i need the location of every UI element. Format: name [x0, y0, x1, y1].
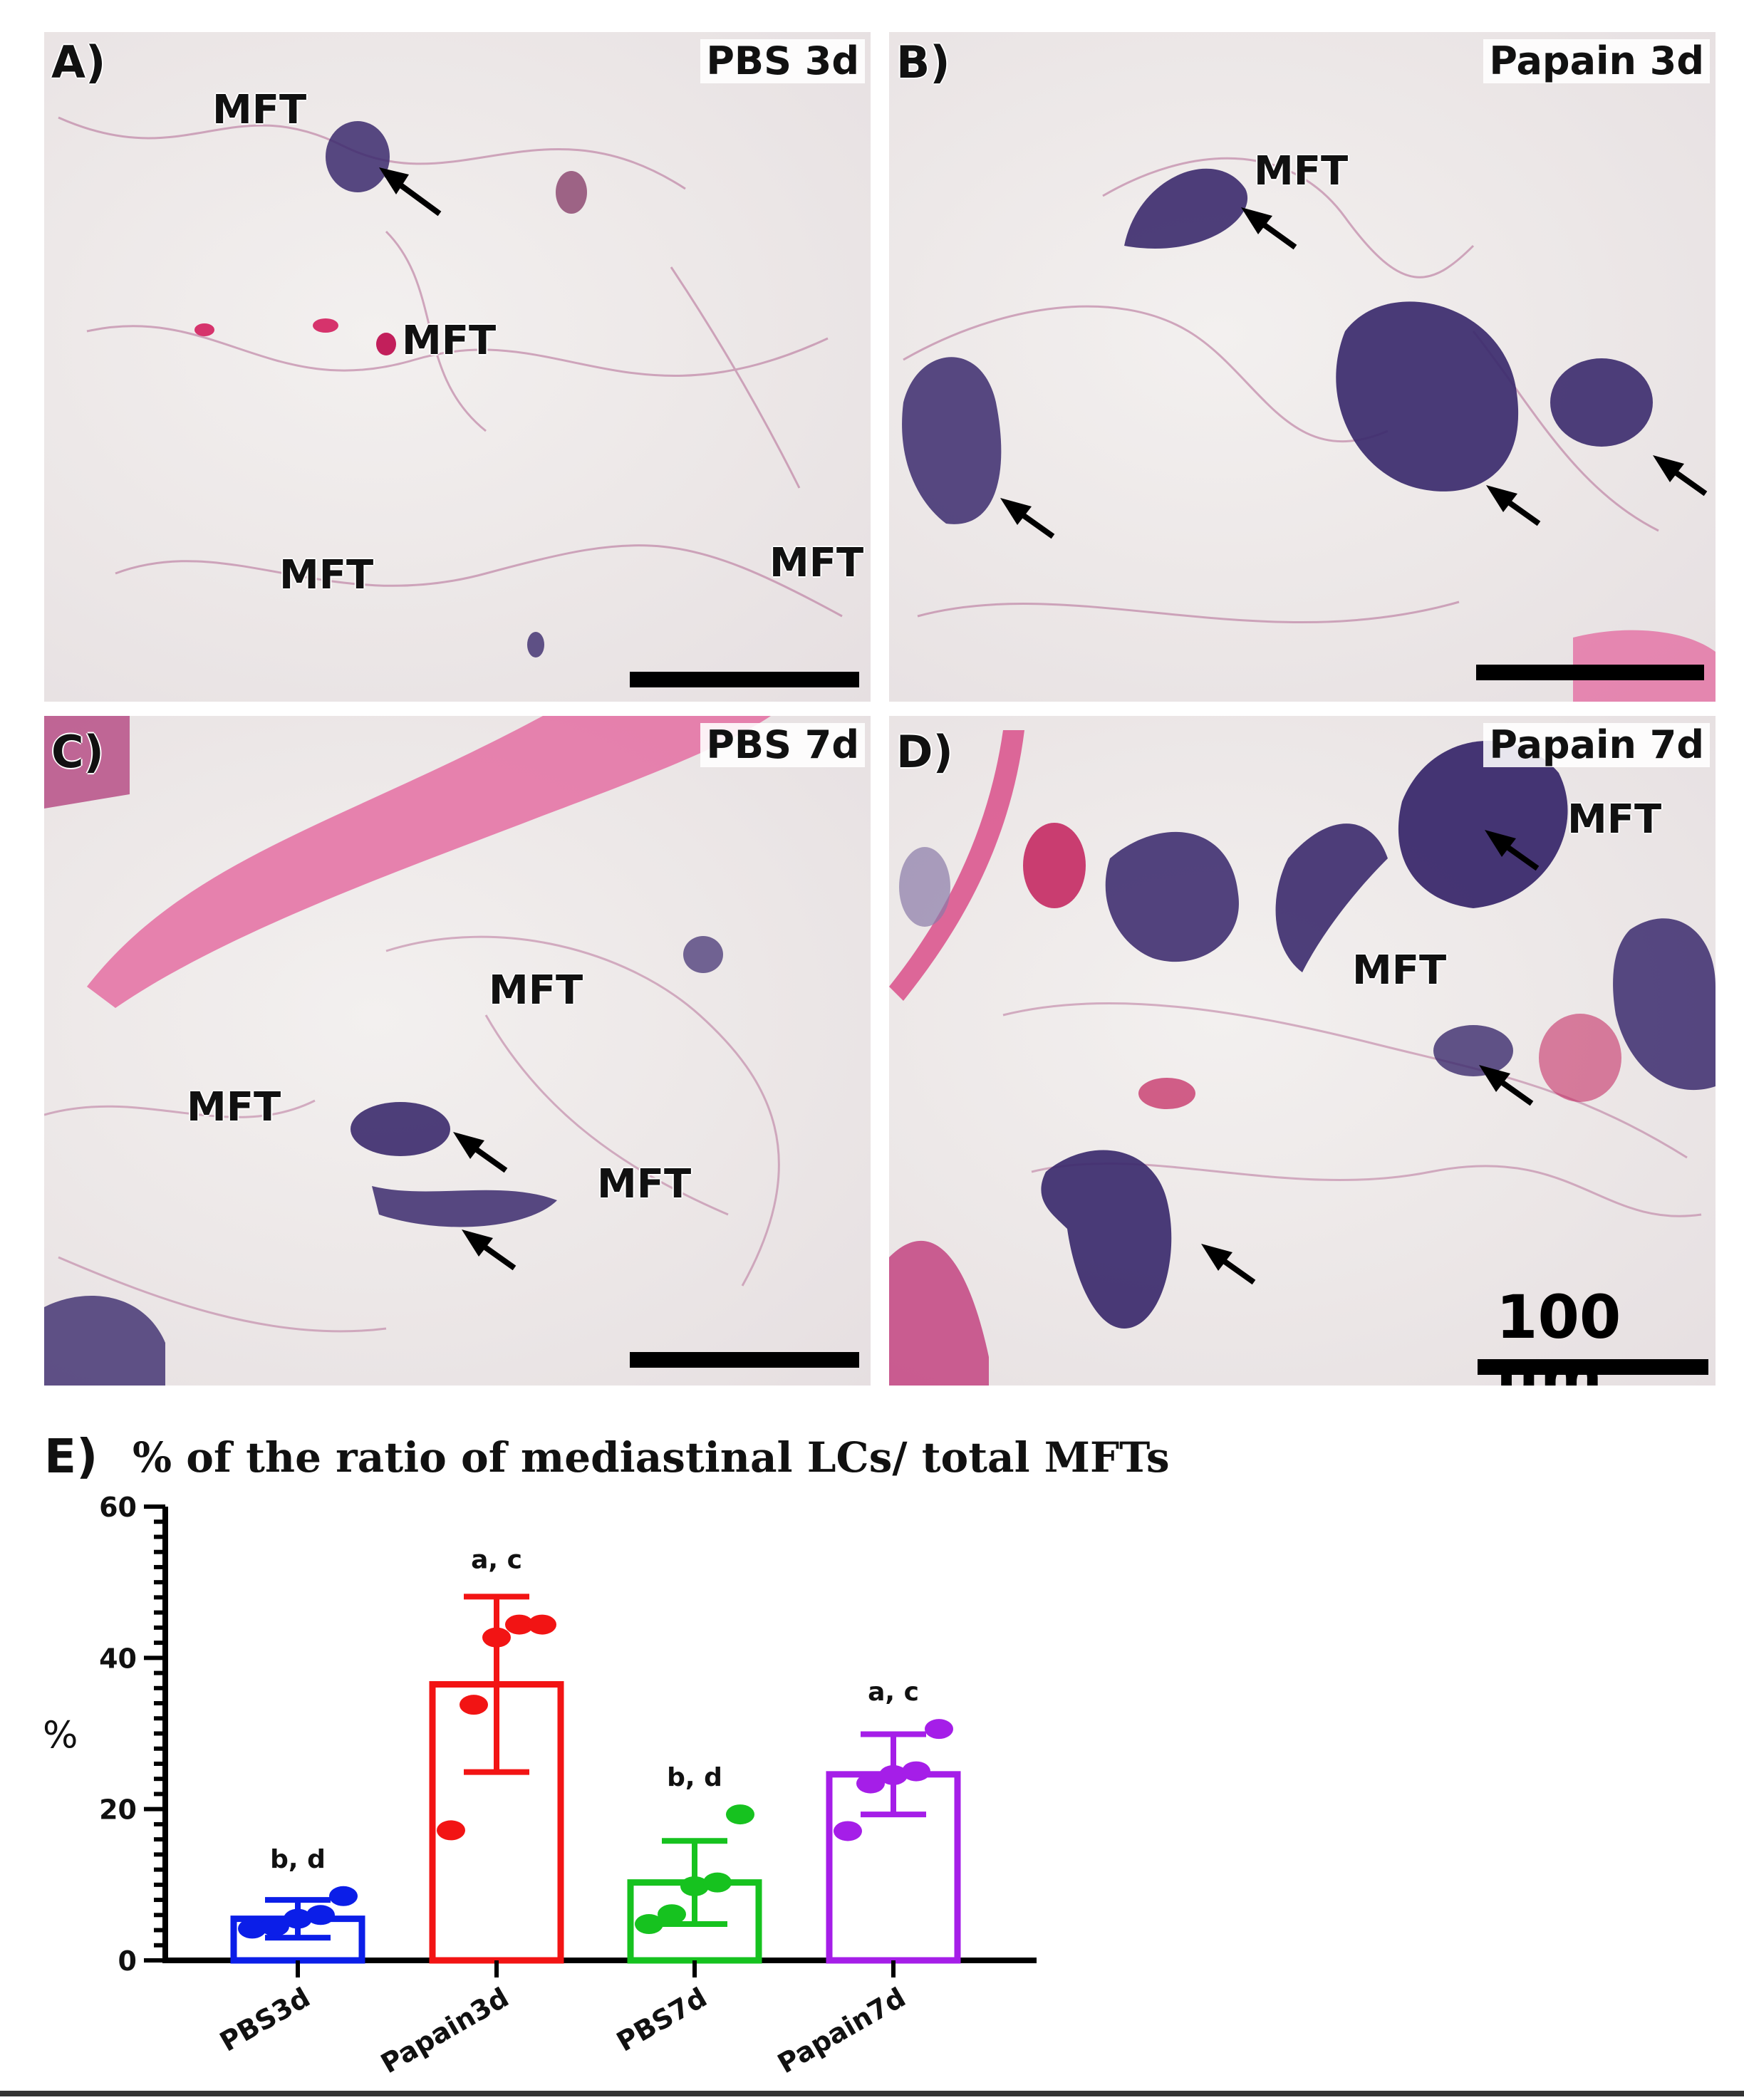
panel-a-tissue	[58, 116, 843, 657]
x-tick-label-Papain3d: Papain3d	[375, 1982, 514, 2080]
panel-d-tissue	[889, 730, 1716, 1386]
chart-title: % of the ratio of mediastinal LCs/ total…	[133, 1433, 1170, 1482]
x-tick-label-Papain7d: Papain7d	[772, 1982, 910, 2080]
panel-d-letter: D)	[896, 726, 953, 778]
significance-label-PBS3d: b, d	[270, 1845, 326, 1874]
panel-b-letter: B)	[896, 36, 950, 88]
data-point-Papain3d	[505, 1614, 534, 1635]
significance-label-Papain3d: a, c	[471, 1545, 522, 1574]
significance-label-Papain7d: a, c	[868, 1678, 919, 1707]
panel-d-mft-label: MFT	[1567, 796, 1662, 843]
data-point-Papain7d	[925, 1719, 953, 1740]
micrograph-panel-c: C) PBS 7d MFT MFT MFT	[44, 716, 871, 1386]
figure-bottom-rule	[0, 2091, 1744, 2096]
y-tick-label: 20	[99, 1794, 137, 1826]
panel-c-letter: C)	[51, 726, 104, 778]
panel-a-condition: PBS 3d	[700, 39, 865, 83]
micrograph-panel-b: B) Papain 3d MFT	[889, 32, 1716, 702]
chart-panel-letter: E)	[44, 1429, 98, 1484]
panel-c-scale-bar	[630, 1352, 859, 1368]
y-tick-label: 0	[118, 1945, 137, 1977]
panel-d-scale-bar	[1478, 1359, 1708, 1375]
data-point-Papain3d	[460, 1695, 488, 1715]
panel-d-mft-label: MFT	[1352, 947, 1447, 994]
data-point-PBS3d	[261, 1916, 289, 1937]
data-point-Papain7d	[834, 1821, 862, 1841]
panel-c-mft-label: MFT	[489, 967, 583, 1014]
x-tick-label-PBS3d: PBS3d	[214, 1982, 315, 2058]
micrograph-panel-d: D) Papain 7d MFT MFT 100 µm	[889, 716, 1716, 1386]
data-point-PBS3d	[238, 1918, 266, 1939]
y-tick-label: 40	[99, 1643, 137, 1674]
y-axis-label: %	[43, 1715, 78, 1757]
panel-c-mft-label: MFT	[187, 1084, 281, 1130]
micrograph-panel-a: A) PBS 3d MFT MFT MFT MFT	[44, 32, 871, 702]
data-point-Papain7d	[902, 1761, 930, 1782]
panel-a-mft-label: MFT	[402, 318, 497, 364]
panel-a-scale-bar	[630, 672, 859, 687]
panel-b-scale-bar	[1476, 665, 1704, 680]
data-point-Papain3d	[482, 1627, 511, 1648]
panel-a-mft-label: MFT	[279, 552, 374, 598]
data-point-Papain3d	[437, 1820, 465, 1841]
panel-d-condition: Papain 7d	[1483, 723, 1710, 767]
panel-b-condition: Papain 3d	[1483, 39, 1710, 83]
panel-a-mft-label: MFT	[212, 87, 307, 133]
panel-a-mft-label: MFT	[769, 540, 864, 586]
data-point-PBS3d	[329, 1886, 358, 1906]
data-point-PBS7d	[726, 1804, 754, 1825]
significance-label-PBS7d: b, d	[667, 1763, 722, 1792]
data-point-Papain3d	[528, 1614, 556, 1635]
panel-c-condition: PBS 7d	[700, 723, 865, 767]
x-tick-label-PBS7d: PBS7d	[611, 1982, 712, 2058]
data-point-PBS7d	[658, 1904, 686, 1925]
data-point-PBS3d	[284, 1908, 312, 1929]
bar-chart: 0 20 40 60% b, d PBS3d a, c Papain3d b, d PBS7d a,…	[43, 1492, 1037, 2080]
panel-a-letter: A)	[51, 36, 106, 88]
panel-b-tissue	[902, 157, 1716, 702]
data-point-PBS7d	[703, 1872, 732, 1893]
panel-b-mft-label: MFT	[1254, 148, 1349, 194]
data-point-Papain7d	[879, 1764, 908, 1785]
y-tick-label: 60	[99, 1492, 137, 1523]
panel-c-tissue	[44, 716, 780, 1386]
data-point-PBS3d	[306, 1905, 335, 1925]
data-point-PBS7d	[635, 1914, 663, 1935]
data-point-Papain7d	[856, 1773, 885, 1794]
data-point-PBS7d	[680, 1876, 709, 1896]
panel-c-mft-label: MFT	[597, 1161, 692, 1207]
